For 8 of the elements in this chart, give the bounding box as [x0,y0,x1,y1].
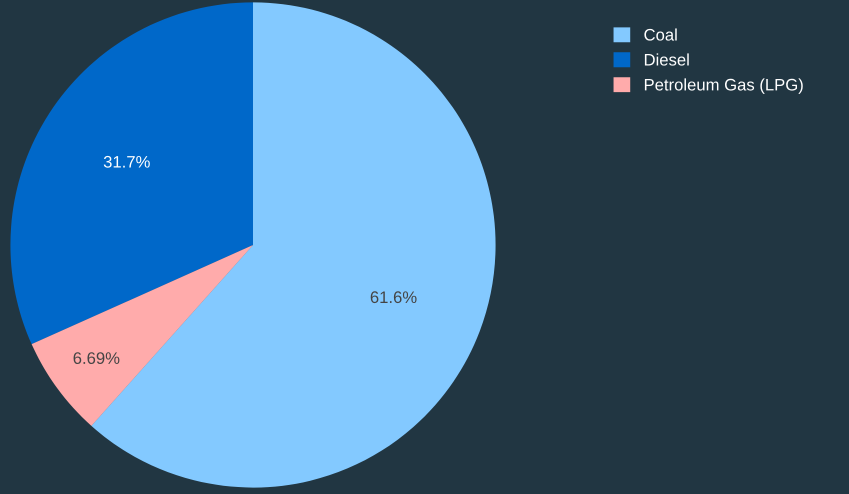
pie-slice [10,2,253,344]
data-label: 31.7% [104,156,150,168]
pie-slice [32,245,253,426]
data-label: 61.6% [370,291,417,304]
legend-label: Petroleum Gas (LPG) [644,78,803,94]
data-label: 6.69% [74,352,120,364]
legend-label: Diesel [644,53,689,66]
legend-label: Coal [644,28,677,41]
